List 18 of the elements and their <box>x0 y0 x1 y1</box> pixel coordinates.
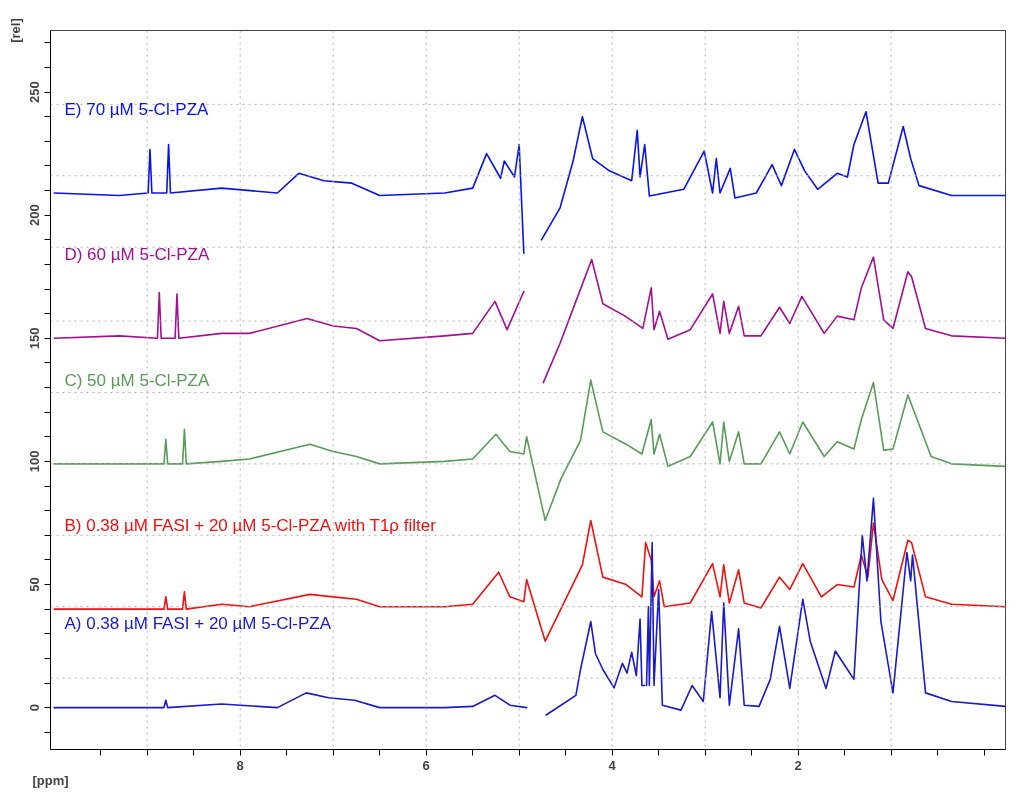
x-tick-label: 8 <box>236 757 244 773</box>
y-axis-title: [rel] <box>7 18 23 43</box>
text: B) 0.38 µM FASI + 20 µM 5-Cl-PZA with T1ρ filter <box>64 515 437 535</box>
text: D) 60 µM 5-Cl-PZA <box>64 245 210 265</box>
x-tick-label: 6 <box>422 757 430 773</box>
x-axis-title: [ppm] <box>32 772 69 788</box>
x-tick-label: 2 <box>794 757 802 773</box>
x-tick-label: 4 <box>608 757 617 773</box>
y-tick-label: 50 <box>27 577 43 592</box>
y-tick-label: 250 <box>27 81 43 103</box>
y-tick-label: 150 <box>27 327 43 350</box>
y-tick-label: 200 <box>27 204 43 227</box>
y-tick-label: 100 <box>27 450 43 473</box>
line-series <box>53 519 1006 642</box>
text: E) 70 µM 5-Cl-PZA <box>64 99 210 119</box>
y-tick-label: 0 <box>27 704 43 712</box>
text: A) 0.38 µM FASI + 20 µM 5-Cl-PZA <box>64 614 332 634</box>
text: C) 50 µM 5-Cl-PZA <box>64 370 210 390</box>
